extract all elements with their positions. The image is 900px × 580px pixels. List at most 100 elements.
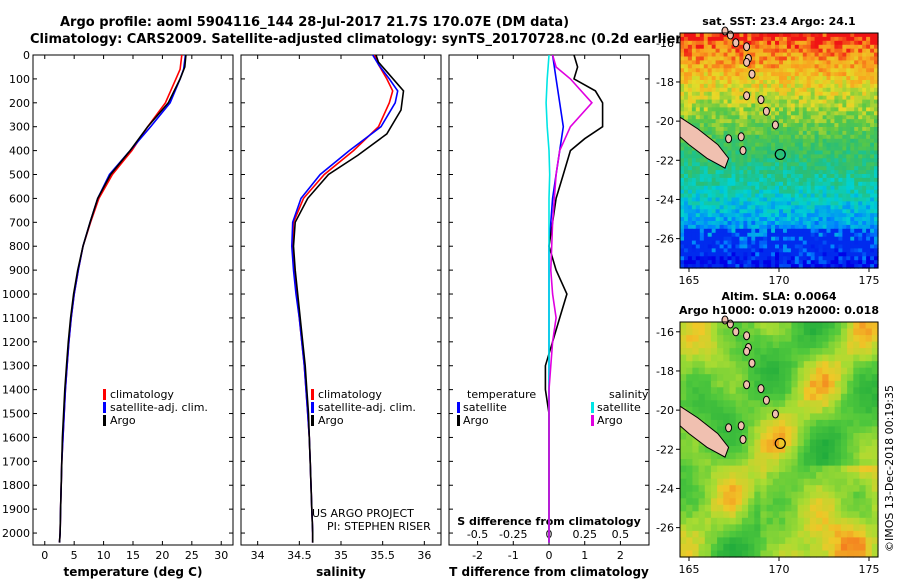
map-cell [755,224,760,230]
map-cell [785,472,792,480]
map-cell [834,543,842,551]
map-cell [846,107,851,112]
map-cell [759,248,764,253]
map-cell [715,64,721,69]
map-cell [691,209,697,214]
map-cell [692,354,700,362]
map-cell [826,236,832,242]
map-cell [743,162,748,167]
map-cell [755,158,760,163]
map-cell [822,236,828,242]
map-cell [775,252,780,257]
map-cell [814,48,820,54]
map-cell [814,248,820,253]
map-cell [767,232,772,238]
map-cell [818,138,824,144]
map-cell [874,221,879,226]
map-cell [862,205,867,210]
legend-label: satellite [597,401,641,414]
map-cell [846,217,851,222]
map-cell [747,123,752,128]
map-cell [798,181,804,187]
map-cell [771,236,776,242]
map-cell [763,56,768,61]
map-cell [695,244,701,249]
map-cell [854,213,859,218]
map-cell [865,524,873,532]
map-cell [747,40,752,46]
map-cell [791,465,799,473]
map-cell [871,478,879,486]
map-cell [846,181,851,187]
map-cell [723,76,729,81]
map-cell [850,177,855,183]
map-cell [814,256,820,261]
map-cell [723,142,729,148]
map-cell [691,107,697,112]
map-cell [834,33,839,38]
map-cell [842,83,847,89]
map-cell [802,189,808,195]
map-cell [779,400,786,408]
map-cell [707,264,713,269]
map-cell [703,68,709,73]
map-cell [707,228,713,234]
map-cell [786,60,792,65]
map-cell [767,209,772,214]
map-cell [731,170,737,175]
map-cell [704,361,712,369]
map-cell [759,36,764,42]
map-cell [794,130,800,136]
map-cell [691,177,697,183]
map-cell [739,99,744,105]
map-cell [818,142,824,148]
map-cell [707,209,713,214]
map-cell [692,361,700,369]
map-cell [687,36,693,42]
map-cell [751,115,756,120]
map-cell [695,150,701,155]
map-cell [680,264,685,269]
map-cell [698,361,706,369]
map-cell [838,123,843,128]
map-cell [729,393,737,401]
map-cell [862,260,867,265]
map-cell [695,80,701,85]
map-cell [755,228,760,234]
map-cell [814,80,820,85]
map-cell [798,201,804,206]
map-cell [830,33,836,38]
map-cell [803,419,811,427]
map-cell [723,504,731,512]
map-cell [826,91,832,97]
map-cell [785,433,792,441]
map-cell [698,367,706,375]
map-cell [711,221,717,226]
map-cell [802,217,808,222]
map-cell [803,446,811,454]
map-cell [691,240,697,246]
map-cell [754,387,762,395]
map-cell [727,44,733,50]
map-cell [794,56,800,61]
island [743,346,751,356]
map-cell [806,99,812,105]
map-cell [686,348,693,356]
map-cell [846,177,851,183]
map-cell [838,72,843,77]
map-cell [847,387,854,395]
map-cell [680,48,685,54]
map-cell [692,530,700,538]
map-cell [717,498,724,506]
map-cell [767,205,772,210]
map-cell [692,328,700,336]
map-cell [779,197,784,202]
map-cell [710,419,718,427]
map-cell [755,181,760,187]
map-cell [806,146,812,152]
map-cell [766,400,774,408]
map-cell [707,174,713,179]
map-cell [866,48,871,54]
map-cell [870,72,875,77]
map-cell [810,76,816,81]
